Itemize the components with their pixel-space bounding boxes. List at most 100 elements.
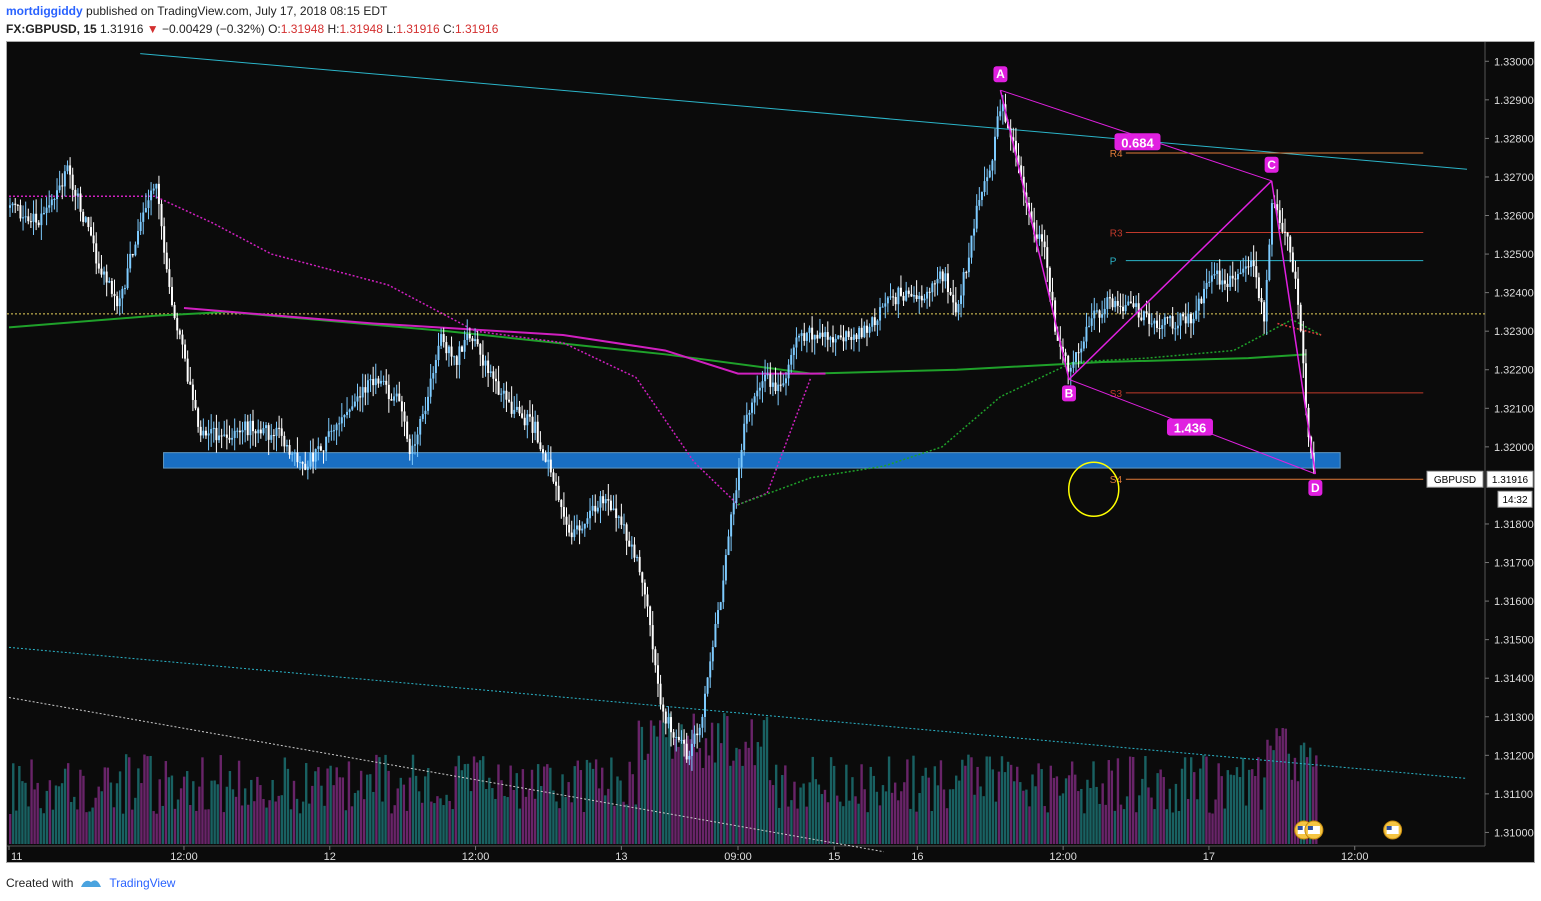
- candle-body: [609, 500, 612, 511]
- candle-body: [293, 452, 296, 454]
- candle-body: [907, 290, 910, 294]
- candle-body: [244, 421, 247, 431]
- volume-bar: [732, 760, 735, 844]
- candle-body: [121, 288, 124, 299]
- candle-body: [965, 272, 968, 274]
- pattern-leg-ab: [999, 90, 1070, 380]
- volume-bar: [292, 780, 296, 844]
- candle-body: [502, 390, 505, 394]
- candle-body: [852, 334, 855, 340]
- candle-body: [845, 331, 848, 342]
- volume-bar: [845, 764, 848, 844]
- volume-bar: [384, 754, 387, 844]
- candle-body: [899, 287, 902, 296]
- volume-bar: [1281, 728, 1284, 844]
- price-chart-svg[interactable]: 1.33000 1.32900 1.32800 1.32700 1.32600 1.325…: [7, 42, 1534, 862]
- volume-bar: [665, 737, 668, 844]
- volume-bar: [564, 796, 567, 844]
- volume-bar: [942, 789, 946, 844]
- candle-body: [999, 111, 1002, 117]
- candle-body: [1093, 310, 1096, 319]
- chart-area[interactable]: 1.33000 1.32900 1.32800 1.32700 1.32600 1.325…: [6, 41, 1535, 863]
- price-change: −0.00429 (−0.32%): [162, 22, 265, 36]
- volume-bar: [12, 763, 15, 844]
- candle-body: [670, 717, 673, 733]
- candle-body: [829, 337, 832, 340]
- volume-bar: [1214, 799, 1217, 844]
- volume-bar: [1101, 783, 1104, 844]
- candle-body: [518, 406, 521, 414]
- countdown-box: [1497, 490, 1533, 508]
- candle-body: [876, 320, 879, 326]
- volume-bar: [1080, 788, 1083, 844]
- volume-bar: [1162, 777, 1165, 844]
- candle-body: [1163, 317, 1166, 326]
- volume-bar: [219, 755, 222, 844]
- volume-bar: [512, 789, 515, 844]
- volume-bar: [991, 769, 995, 844]
- candle-body: [565, 516, 568, 525]
- candle-body: [1122, 306, 1125, 312]
- candle-body: [1189, 313, 1192, 324]
- volume-bar: [372, 791, 375, 844]
- tradingview-link[interactable]: TradingView: [109, 876, 176, 890]
- volume-bar: [1000, 756, 1004, 844]
- volume-bar: [390, 813, 393, 844]
- candle-body: [319, 446, 322, 451]
- candle-body: [926, 291, 929, 299]
- volume-bar: [707, 755, 711, 844]
- volume-bar: [915, 811, 918, 844]
- candle-body: [615, 508, 618, 518]
- candle-body: [1252, 260, 1255, 267]
- chart-background: [7, 42, 1534, 862]
- candle-body: [142, 212, 145, 222]
- volume-bar: [311, 785, 314, 844]
- volume-bar: [396, 788, 399, 844]
- x-tick-label: 12:00: [1341, 851, 1369, 862]
- countdown-label: 14:32: [1502, 495, 1527, 506]
- volume-bar: [1028, 806, 1031, 844]
- volume-bar: [454, 766, 457, 844]
- author-link[interactable]: mortdiggiddy: [6, 4, 83, 18]
- y-tick-label: 1.32300: [1494, 326, 1534, 338]
- footer: Created with TradingView: [6, 876, 175, 890]
- candle-body: [868, 326, 871, 333]
- candle-body: [933, 283, 936, 285]
- candle-body: [1150, 323, 1153, 325]
- volume-bar: [378, 757, 381, 844]
- volume-bar: [866, 812, 869, 844]
- volume-bar: [326, 768, 329, 844]
- candle-body: [479, 344, 482, 355]
- candle-body: [996, 116, 999, 137]
- candle-body: [643, 582, 646, 595]
- down-arrow-icon: ▼: [146, 22, 159, 36]
- y-tick-label: 1.31000: [1494, 827, 1534, 839]
- candle-body: [1297, 278, 1300, 305]
- candle-body: [218, 435, 221, 441]
- candle-body: [654, 649, 657, 666]
- volume-bar: [549, 767, 552, 844]
- moving-average-magenta: [183, 307, 826, 375]
- volume-bar: [808, 782, 811, 844]
- volume-bar: [1241, 757, 1245, 844]
- volume-bar: [1196, 799, 1199, 844]
- volume-bar: [24, 782, 27, 844]
- volume-bar: [149, 755, 152, 844]
- volume-bar: [1052, 777, 1056, 844]
- volume-bar: [860, 764, 863, 844]
- candle-body: [667, 717, 670, 724]
- candle-body: [505, 390, 508, 400]
- volume-bar: [539, 786, 543, 844]
- candle-body: [636, 556, 639, 558]
- candle-body: [437, 345, 440, 361]
- candle-body: [696, 733, 699, 736]
- volume-bar: [271, 779, 274, 844]
- candle-body: [416, 434, 419, 445]
- candle-body: [583, 523, 586, 529]
- candle-body: [215, 427, 218, 441]
- volume-bar: [781, 775, 784, 844]
- candle-body: [675, 736, 678, 738]
- volume-bar: [1305, 757, 1309, 844]
- volume-bar: [906, 759, 909, 844]
- volume-bar: [820, 794, 824, 844]
